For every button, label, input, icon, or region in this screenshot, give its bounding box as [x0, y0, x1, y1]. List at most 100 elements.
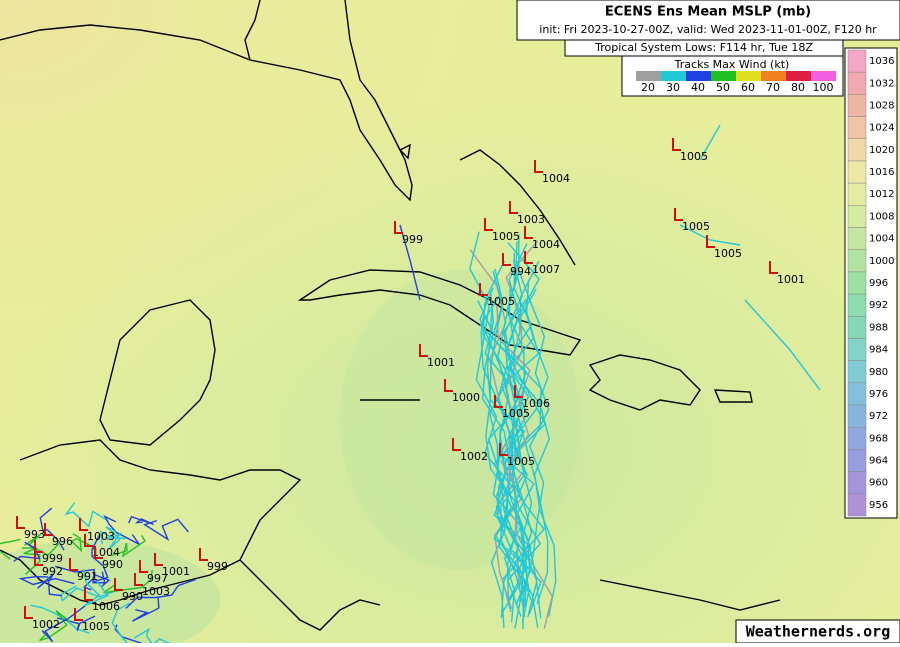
track	[479, 288, 532, 602]
track	[132, 597, 160, 622]
low-marker	[139, 560, 148, 573]
low-marker	[452, 438, 461, 451]
colorbar-cell	[847, 94, 867, 117]
colorbar-cell	[847, 249, 867, 273]
low-pressure-label: 1005	[492, 230, 520, 243]
low-pressure-label: 1004	[542, 172, 570, 185]
colorbar-cell	[847, 426, 867, 450]
low-pressure-label: 991	[77, 570, 98, 583]
low-marker	[674, 208, 683, 221]
colorbar-cell	[847, 71, 867, 95]
legend-swatch	[761, 71, 786, 81]
track	[128, 515, 154, 526]
colorbar-cell	[847, 493, 867, 517]
low-pressure-label: 1005	[502, 407, 530, 420]
colorbar-label: 976	[869, 389, 888, 400]
colorbar-cell	[847, 316, 867, 339]
legend-label: 80	[791, 81, 805, 94]
colorbar-label: 972	[869, 411, 888, 422]
low-marker	[672, 138, 681, 151]
low-pressure-label: 997	[147, 572, 168, 585]
track	[679, 224, 741, 246]
low-pressure-label: 994	[510, 265, 531, 278]
low-pressure-label: 1007	[532, 263, 560, 276]
low-pressure-label: 990	[102, 558, 123, 571]
track	[100, 530, 123, 550]
low-pressure-label: 1005	[682, 220, 710, 233]
low-marker	[494, 395, 503, 408]
low-pressure-label: 1003	[517, 213, 545, 226]
low-marker	[79, 518, 88, 531]
colorbar-cell	[847, 205, 867, 228]
low-marker	[34, 553, 43, 566]
low-pressure-label: 1003	[87, 530, 115, 543]
low-marker	[769, 261, 778, 274]
track	[133, 627, 177, 647]
track	[24, 533, 61, 556]
low-pressure-label: 1002	[460, 450, 488, 463]
colorbar-cell	[847, 338, 867, 361]
low-pressure-label: 1000	[452, 391, 480, 404]
colorbar-label: 1000	[869, 256, 894, 267]
colorbar: 1036 1032 1028 1024 1020 1016 1012 1008 1004 1000…	[847, 49, 894, 517]
watermark: Weathernerds.org	[746, 623, 891, 641]
track	[494, 241, 525, 629]
track	[486, 304, 530, 623]
track	[13, 541, 41, 562]
low-marker	[514, 385, 523, 398]
track	[497, 298, 545, 628]
track	[399, 224, 421, 301]
low-marker	[502, 253, 511, 266]
low-pressure-label: 1006	[92, 600, 120, 613]
colorbar-cell	[847, 182, 867, 206]
legend-label: 70	[766, 81, 780, 94]
legend-label: 50	[716, 81, 730, 94]
colorbar-cell	[847, 49, 867, 73]
lows-title: Tropical System Lows: F114 hr, Tue 18Z	[594, 41, 813, 54]
track	[55, 565, 95, 591]
track	[56, 615, 96, 632]
low-pressure-label: 1001	[777, 273, 805, 286]
legend-swatch	[811, 71, 836, 81]
colorbar-label: 1016	[869, 167, 894, 178]
low-marker	[499, 443, 508, 456]
track	[509, 260, 557, 617]
colorbar-label: 984	[869, 345, 888, 356]
colorbar-cell	[847, 138, 867, 162]
low-pressure-label: 992	[42, 565, 63, 578]
track	[103, 570, 153, 594]
track	[504, 243, 547, 605]
low-pressure-label: 1005	[714, 247, 742, 260]
low-pressure-label: 999	[402, 233, 423, 246]
track	[496, 305, 554, 629]
low-pressure-label: 1005	[82, 620, 110, 633]
track	[70, 533, 93, 553]
colorbar-cell	[847, 116, 867, 140]
track	[482, 302, 522, 623]
low-pressure-label: 993	[24, 528, 45, 541]
low-pressure-label: 999	[42, 552, 63, 565]
low-pressure-label: 1005	[507, 455, 535, 468]
low-pressure-label: 1004	[532, 238, 560, 251]
colorbar-label: 996	[869, 278, 888, 289]
low-marker	[94, 546, 103, 559]
low-marker	[154, 553, 163, 566]
track	[494, 240, 539, 610]
legend-swatch	[736, 71, 761, 81]
legend-swatch	[711, 71, 736, 81]
colorbar-label: 988	[869, 322, 888, 333]
legend-swatch	[686, 71, 711, 81]
legend-label: 30	[666, 81, 680, 94]
coastlines	[0, 0, 781, 631]
low-marker	[484, 218, 493, 231]
header-box	[516, 0, 900, 41]
low-marker	[199, 548, 208, 561]
wind-legend: 20 30 40 50 60 70 80 100	[636, 71, 836, 94]
low-marker	[444, 379, 453, 392]
low-marker	[534, 160, 543, 173]
colorbar-label: 1004	[869, 234, 894, 245]
low-pressure-label: 1001	[162, 565, 190, 578]
low-marker	[524, 226, 533, 239]
colorbar-cell	[847, 471, 867, 495]
